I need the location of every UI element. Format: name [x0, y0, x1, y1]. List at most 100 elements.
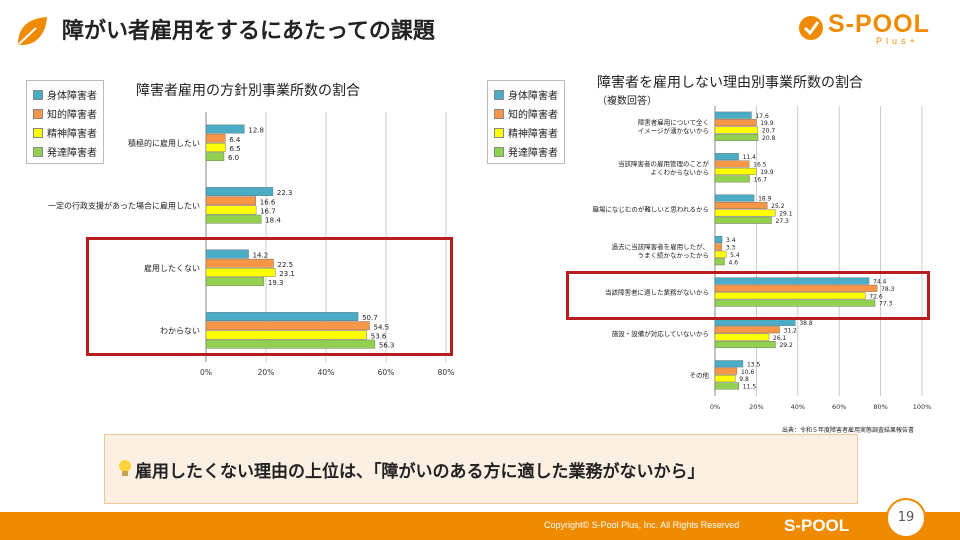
- tick-label: 100%: [913, 403, 932, 411]
- header: 障がい者雇用をするにあたっての課題 S-POOL Plus+: [0, 0, 960, 60]
- data-label: 26.1: [773, 335, 787, 342]
- footer-logo: S-POOL: [784, 516, 850, 535]
- bar: [205, 124, 245, 134]
- data-label: 22.5: [278, 261, 294, 269]
- data-label: 53.6: [371, 332, 387, 340]
- legend-item: 知的障害者: [494, 104, 558, 123]
- data-label: 3.4: [726, 237, 736, 244]
- bar: [205, 312, 359, 321]
- category-label: よくわからないから: [651, 169, 710, 177]
- bar: [205, 339, 376, 349]
- legend-label: 身体障害者: [508, 91, 558, 102]
- data-label: 29.1: [779, 210, 793, 217]
- data-label: 19.3: [268, 279, 284, 287]
- bar: [205, 321, 370, 331]
- data-label: 23.1: [279, 270, 295, 278]
- chart-left: 0% 20% 40% 60% 80% 積極的に雇用したい 12.8 6.46.56.0 一定の行…: [48, 112, 454, 377]
- legend-item: 発達障害者: [33, 142, 97, 161]
- bar: [714, 318, 796, 326]
- legend-label: 精神障害者: [47, 129, 97, 140]
- category-label: わからない: [160, 326, 200, 335]
- bar: [205, 196, 256, 206]
- chart-title-left: 障害者雇用の方針別事業所数の割合: [136, 83, 360, 99]
- data-label: 4.6: [729, 259, 739, 266]
- legend-swatch: [33, 108, 43, 119]
- bar: [714, 284, 878, 292]
- tick-label: 40%: [318, 368, 335, 377]
- data-label: 19.9: [760, 120, 774, 127]
- footer: Copyright© S-Pool Plus, Inc. All Rights …: [0, 512, 960, 540]
- category-label: その他: [690, 370, 710, 379]
- category-label: 積極的に雇用したい: [128, 138, 200, 148]
- bar: [205, 133, 226, 143]
- logo-mark-icon: [799, 16, 823, 40]
- chart-right: 0% 20% 40% 60% 80% 100% 障害者雇用について全くイメージが湧かないから…: [592, 106, 932, 411]
- bar: [714, 133, 759, 141]
- tick-label: 80%: [873, 403, 887, 411]
- data-label: 16.7: [754, 176, 768, 183]
- data-label: 31.2: [784, 327, 798, 334]
- bar: [714, 333, 770, 341]
- bar: [714, 250, 727, 258]
- category-label: イメージが湧かないから: [638, 126, 709, 135]
- bar: [714, 292, 866, 300]
- copyright: Copyright© S-Pool Plus, Inc. All Rights …: [544, 520, 740, 530]
- legend-item: 身体障害者: [33, 85, 97, 104]
- chart-title-right: 障害者を雇用しない理由別事業所数の割合: [597, 75, 863, 91]
- bar: [714, 360, 744, 368]
- data-label: 20.7: [762, 128, 776, 135]
- data-label: 18.4: [265, 217, 281, 225]
- data-label: 11.4: [743, 154, 757, 161]
- logo-text: S-POOL: [828, 10, 930, 38]
- tick-label: 40%: [791, 403, 805, 411]
- tick-label: 0%: [200, 368, 212, 377]
- data-label: 77.3: [879, 301, 893, 308]
- bar: [714, 111, 752, 119]
- bar: [714, 201, 768, 209]
- legend-swatch: [33, 146, 43, 157]
- data-label: 10.6: [741, 369, 755, 376]
- category-label: うまく続かなかったから: [638, 250, 710, 259]
- legend-item: 精神障害者: [33, 123, 97, 142]
- bar: [205, 277, 265, 287]
- bar: [714, 341, 776, 349]
- data-label: 6.5: [230, 145, 241, 153]
- data-label: 6.0: [228, 154, 239, 162]
- chart-subtitle-right: （複数回答）: [597, 96, 657, 107]
- bar: [714, 367, 738, 375]
- category-label: 職場になじむのが難しいと思われるから: [592, 205, 709, 214]
- data-label: 18.9: [758, 196, 772, 203]
- data-label: 56.3: [379, 342, 395, 350]
- page-number: 19: [886, 498, 926, 538]
- bar: [714, 216, 772, 224]
- bar: [714, 375, 736, 383]
- data-label: 72.6: [869, 293, 883, 300]
- data-label: 38.8: [799, 320, 813, 327]
- legend-item: 精神障害者: [494, 123, 558, 142]
- bar: [714, 175, 750, 183]
- bar: [714, 277, 870, 285]
- brand-logo: S-POOL Plus+: [796, 8, 946, 48]
- bar: [205, 268, 276, 277]
- bar: [714, 326, 780, 334]
- bar: [205, 330, 368, 340]
- data-label: 19.9: [760, 169, 774, 176]
- highlight-box-left: [86, 237, 453, 356]
- bar: [205, 214, 262, 224]
- legend-label: 身体障害者: [47, 91, 97, 102]
- bar: [714, 243, 723, 251]
- legend-label: 知的障害者: [508, 110, 558, 121]
- bar: [714, 160, 750, 168]
- data-label: 17.6: [755, 113, 769, 120]
- data-label: 9.8: [739, 376, 749, 383]
- page-title: 障がい者雇用をするにあたっての課題: [62, 19, 435, 44]
- legend-item: 知的障害者: [33, 104, 97, 123]
- callout-text: 雇用したくない理由の上位は、「障がいのある方に適した業務がないから」: [135, 462, 705, 482]
- data-label: 27.3: [776, 218, 790, 225]
- bar: [714, 194, 755, 202]
- bar: [714, 299, 876, 307]
- leaf-icon: [18, 17, 47, 46]
- bar: [714, 258, 725, 266]
- data-label: 16.6: [260, 198, 276, 206]
- bar: [714, 126, 759, 134]
